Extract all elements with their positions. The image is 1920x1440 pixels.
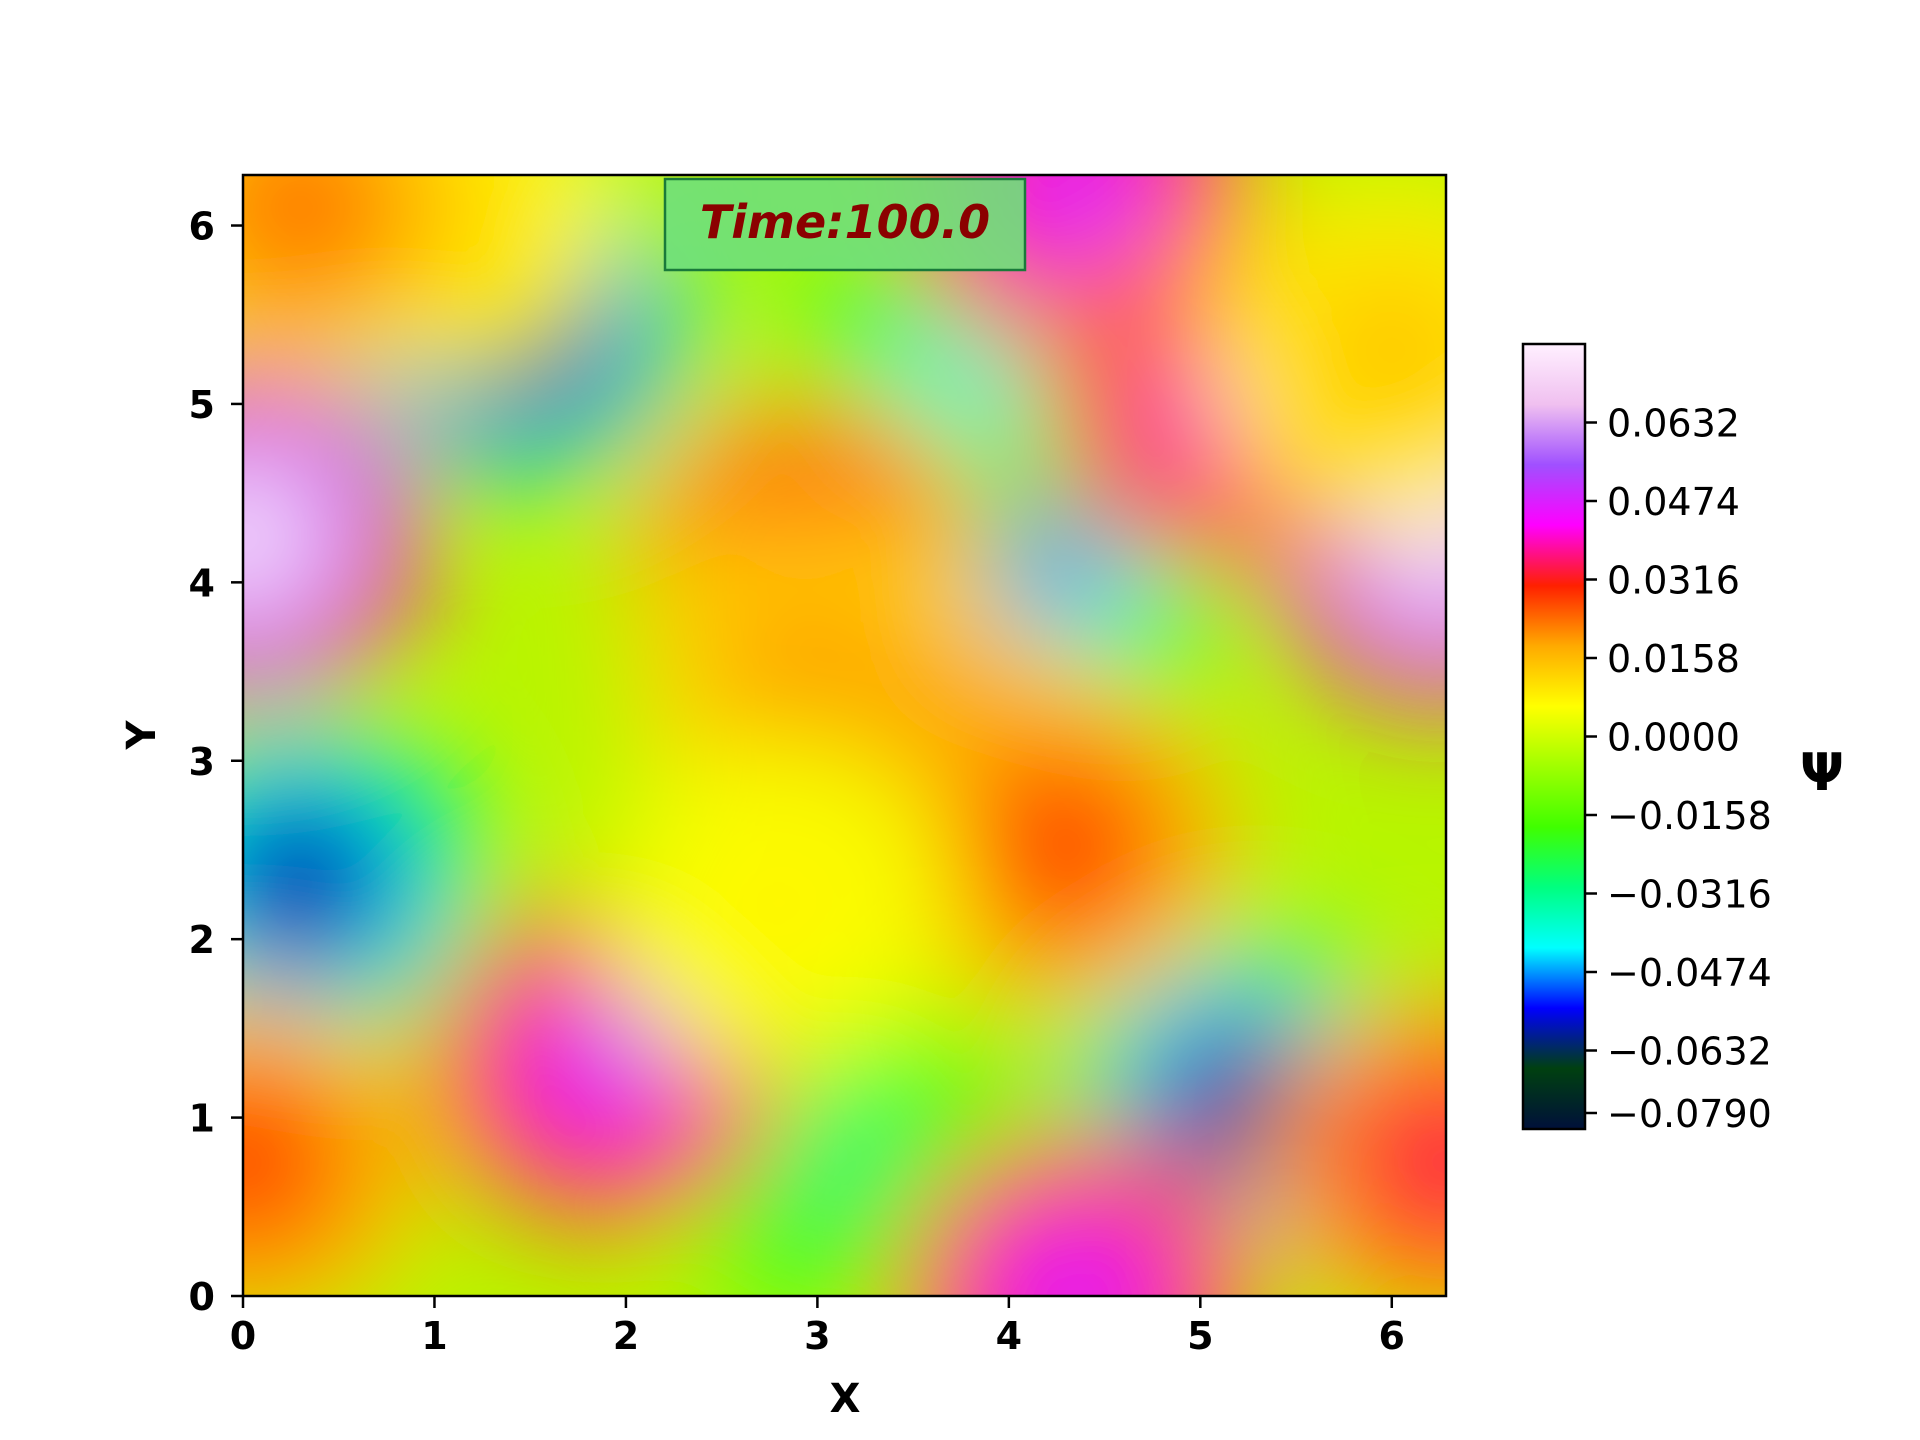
y-tick-label: 0	[189, 1275, 215, 1319]
x-tick-label: 2	[613, 1314, 639, 1358]
colorbar-tick-label: 0.0632	[1607, 402, 1740, 446]
colorbar-label: Ψ	[1800, 743, 1844, 803]
colorbar-tick-label: 0.0158	[1607, 637, 1740, 681]
y-tick-label: 1	[189, 1097, 215, 1141]
x-tick-label: 0	[230, 1314, 256, 1358]
heatmap-feature	[243, 711, 485, 1053]
x-tick-label: 1	[421, 1314, 447, 1358]
heatmap	[243, 175, 1446, 1296]
colorbar-tick-label: −0.0474	[1607, 951, 1772, 995]
x-tick-label: 3	[804, 1314, 830, 1358]
x-tick-label: 6	[1379, 1314, 1405, 1358]
colorbar-tick-label: 0.0000	[1607, 716, 1740, 760]
time-annotation-text: Time:100.0	[700, 195, 990, 249]
heatmap-feature	[891, 1125, 1261, 1296]
colorbar-tick-label: −0.0316	[1607, 873, 1772, 917]
y-axis: 0 1 2 3 4 5 6	[189, 205, 243, 1319]
heatmap-feature	[243, 991, 428, 1296]
colorbar-gradient	[1521, 342, 1587, 1131]
colorbar-tick-label: −0.0632	[1607, 1030, 1772, 1074]
y-tick-label: 3	[189, 740, 215, 784]
x-tick-label: 4	[996, 1314, 1022, 1358]
heatmap-feature	[243, 175, 485, 379]
heatmap-feature	[1260, 991, 1446, 1296]
y-axis-label: Y	[119, 719, 165, 750]
heatmap-feature	[243, 366, 428, 709]
colorbar-tick-label: 0.0316	[1607, 559, 1740, 603]
y-tick-label: 5	[189, 383, 215, 427]
y-tick-label: 4	[189, 561, 215, 605]
colorbar-tick-label: 0.0474	[1607, 480, 1740, 524]
heatmap-feature	[872, 675, 1242, 1018]
time-annotation: Time:100.0	[663, 177, 1027, 272]
heatmap-features	[243, 175, 1446, 1296]
plot-frame	[241, 173, 1448, 1298]
y-tick-label: 2	[189, 918, 215, 962]
x-axis: 0 1 2 3 4 5 6	[230, 1296, 1405, 1358]
colorbar-tick-label: −0.0790	[1607, 1092, 1772, 1136]
colorbar: 0.0632 0.0474 0.0316 0.0158 0.0000 −0.0158 −0.…	[1521, 342, 1844, 1136]
x-tick-label: 5	[1187, 1314, 1213, 1358]
y-tick-label: 6	[189, 205, 215, 249]
x-axis-label: X	[830, 1376, 861, 1422]
heatmap-feature	[1207, 179, 1446, 522]
heatmap-feature	[594, 732, 964, 1075]
colorbar-tick-label: −0.0158	[1607, 794, 1772, 838]
time-annotation-box	[663, 177, 1027, 272]
colorbar-ticks: 0.0632 0.0474 0.0316 0.0158 0.0000 −0.0158 −0.…	[1585, 402, 1772, 1136]
